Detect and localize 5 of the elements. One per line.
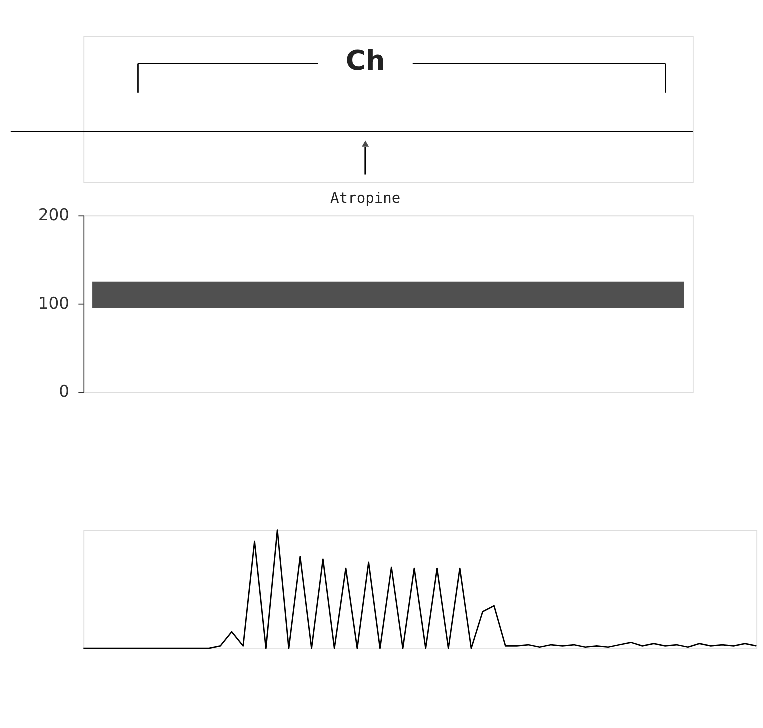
y-tick-label: 100 bbox=[38, 294, 70, 313]
text: Atropine bbox=[330, 190, 401, 207]
y-tick-label: 200 bbox=[38, 206, 70, 225]
y-tick-label: 0 bbox=[59, 382, 70, 402]
text: Ch bbox=[346, 46, 386, 78]
